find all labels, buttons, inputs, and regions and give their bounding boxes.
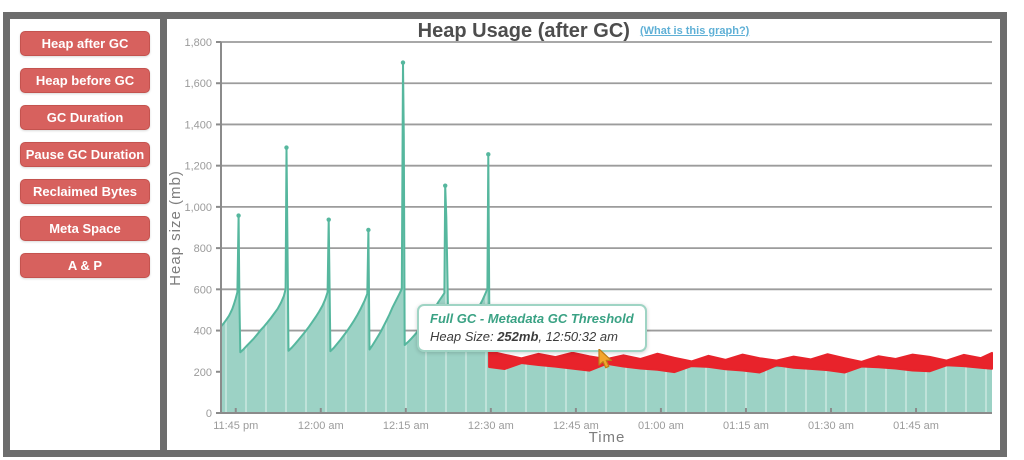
sidebar-button-pause-gc-duration[interactable]: Pause GC Duration — [20, 142, 150, 167]
heap-area-fill — [221, 62, 992, 413]
y-tick-label: 800 — [194, 243, 212, 255]
y-tick-label: 1,600 — [184, 78, 212, 90]
help-link[interactable]: (What is this graph?) — [639, 25, 750, 37]
axis-labels: 0 200 400 600 800 1,000 1,200 1,400 1,600 1,800 11… — [184, 37, 939, 432]
full-gc-highlight-band — [488, 350, 993, 374]
tooltip-size-value: 252mb — [497, 329, 539, 344]
series-layer — [220, 60, 993, 413]
y-tick-label: 200 — [194, 367, 212, 379]
sidebar-button-reclaimed-bytes[interactable]: Reclaimed Bytes — [20, 179, 150, 204]
x-tick-label: 12:00 am — [298, 420, 344, 432]
y-tick-label: 1,400 — [184, 119, 212, 131]
x-tick-label: 11:45 pm — [213, 420, 258, 432]
x-tick-label: 12:15 am — [383, 420, 429, 432]
peak-marker — [400, 60, 406, 65]
y-tick-label: 400 — [194, 326, 212, 338]
chart-title: Heap Usage (after GC) — [417, 19, 630, 42]
peak-marker — [326, 217, 331, 222]
axes — [216, 41, 992, 414]
sidebar-button-gc-duration[interactable]: GC Duration — [20, 105, 150, 130]
mouse-cursor-icon — [598, 349, 612, 369]
tooltip-body: Heap Size: 252mb, 12:50:32 am — [430, 329, 634, 344]
x-tick-label: 12:30 am — [468, 420, 514, 432]
x-tick-label: 01:30 am — [808, 420, 854, 432]
x-tick-label: 01:15 am — [723, 420, 769, 432]
peak-marker — [486, 152, 491, 157]
main-frame: Heap after GC Heap before GC GC Duration… — [3, 12, 1007, 457]
chart-panel: Heap Usage (after GC) (What is this grap… — [167, 19, 1000, 450]
sidebar-button-a-and-p[interactable]: A & P — [20, 253, 150, 278]
y-tick-label: 1,000 — [184, 202, 212, 214]
panel-divider — [160, 19, 167, 450]
y-tick-label: 600 — [194, 284, 212, 296]
peak-marker — [366, 227, 371, 233]
heap-usage-chart[interactable]: 0 200 400 600 800 1,000 1,200 1,400 1,600 1,800 11… — [167, 19, 1000, 450]
peak-marker — [284, 145, 289, 150]
tooltip-time: , 12:50:32 am — [538, 329, 618, 344]
tooltip-title: Full GC - Metadata GC Threshold — [430, 311, 634, 326]
sidebar: Heap after GC Heap before GC GC Duration… — [10, 19, 160, 450]
sidebar-button-heap-before-gc[interactable]: Heap before GC — [20, 68, 150, 93]
sidebar-button-heap-after-gc[interactable]: Heap after GC — [20, 31, 150, 56]
x-tick-label: 12:45 am — [553, 420, 599, 432]
y-tick-label: 1,800 — [184, 37, 212, 49]
y-tick-label: 0 — [206, 408, 212, 420]
chart-header: Heap Usage (after GC) (What is this grap… — [167, 19, 1000, 43]
chart-tooltip: Full GC - Metadata GC Threshold Heap Siz… — [417, 304, 647, 352]
y-axis-title: Heap size (mb) — [167, 170, 184, 286]
x-tick-label: 01:45 am — [893, 420, 939, 432]
tooltip-size-label: Heap Size: — [430, 329, 498, 344]
x-axis-title: Time — [589, 429, 626, 446]
peak-marker — [236, 213, 241, 218]
x-tick-label: 01:00 am — [638, 420, 684, 432]
sidebar-button-meta-space[interactable]: Meta Space — [20, 216, 150, 241]
y-tick-label: 1,200 — [184, 161, 212, 173]
peak-marker — [443, 183, 448, 188]
